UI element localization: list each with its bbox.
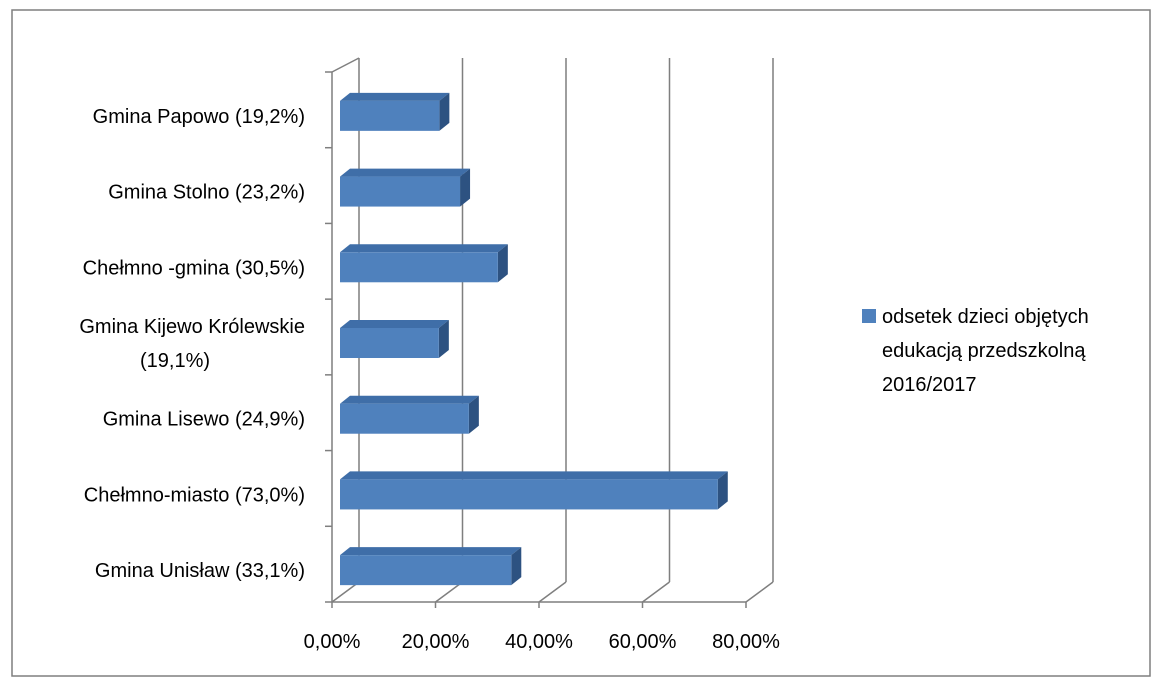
bar-top-face <box>340 92 450 101</box>
bar <box>340 92 450 131</box>
y-tick-label: (19,1%) <box>140 350 210 372</box>
legend-label: edukacją przedszkolną <box>882 340 1086 362</box>
y-tick-label: Chełmno -gmina (30,5%) <box>83 257 305 279</box>
bar-front-face <box>340 176 461 207</box>
bar-front-face <box>340 328 439 358</box>
floor-line <box>642 581 670 603</box>
bar-side-face <box>460 168 471 207</box>
chart-border <box>11 9 1151 677</box>
y-tick-label: Gmina Papowo (19,2%) <box>93 106 305 128</box>
floor-line <box>745 581 774 603</box>
floor-line <box>538 581 567 603</box>
bar <box>340 168 471 207</box>
bar-front-face <box>340 479 718 510</box>
x-tick-label: 0,00% <box>304 631 361 653</box>
floor-line <box>435 581 463 603</box>
bar-side-face <box>439 92 450 131</box>
bar-top-face <box>340 320 449 328</box>
wall-edge <box>331 57 360 73</box>
bar-side-face <box>497 244 508 283</box>
y-tick-label: Gmina Kijewo Królewskie <box>79 316 305 338</box>
legend: odsetek dzieci objętych edukacją przedszk… <box>862 306 1089 396</box>
bar-front-face <box>340 100 440 131</box>
bar-front-face <box>340 403 469 434</box>
bar <box>340 471 728 510</box>
legend-label: 2016/2017 <box>882 374 977 396</box>
floor-line <box>331 581 360 603</box>
bar-top-face <box>340 244 508 253</box>
bar-front-face <box>340 555 512 586</box>
y-tick-label: Gmina Unisław (33,1%) <box>95 560 305 582</box>
y-tick-label: Gmina Stolno (23,2%) <box>108 182 305 204</box>
x-tick-label: 60,00% <box>609 631 677 653</box>
bar-side-face <box>438 320 449 358</box>
bar-front-face <box>340 252 498 283</box>
x-tick-label: 80,00% <box>712 631 780 653</box>
bar <box>340 320 449 358</box>
legend-label: odsetek dzieci objętych <box>882 306 1089 328</box>
bar-top-face <box>340 471 728 480</box>
bar-side-face <box>511 547 522 586</box>
bar-side-face <box>468 395 479 434</box>
x-tick-label: 20,00% <box>402 631 470 653</box>
bar-top-face <box>340 547 522 556</box>
y-tick-label: Gmina Lisewo (24,9%) <box>103 409 305 431</box>
bar <box>340 395 479 434</box>
x-tick-label: 40,00% <box>505 631 573 653</box>
legend-swatch <box>862 309 876 323</box>
bar-side-face <box>717 471 728 510</box>
bar-top-face <box>340 395 479 404</box>
bar-top-face <box>340 168 471 177</box>
y-tick-label: Chełmno-miasto (73,0%) <box>84 484 305 506</box>
bar <box>340 244 508 283</box>
bar <box>340 547 522 586</box>
